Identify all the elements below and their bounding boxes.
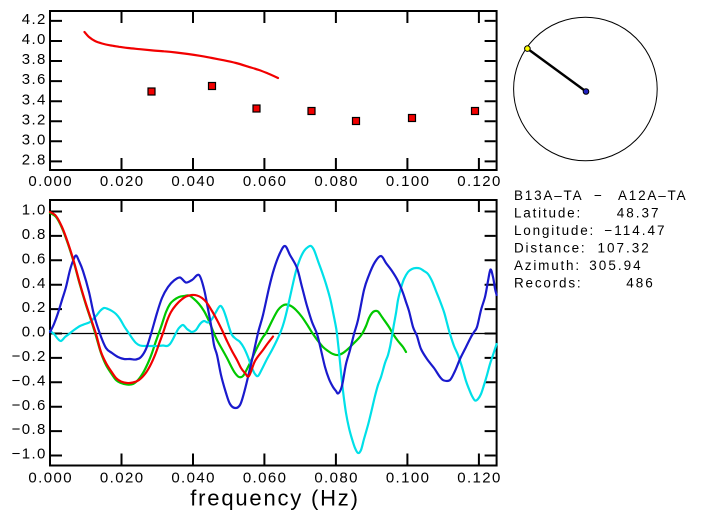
svg-text:0.000: 0.000	[28, 173, 73, 190]
svg-text:0.040: 0.040	[171, 173, 216, 190]
svg-text:0.8: 0.8	[22, 226, 47, 243]
svg-text:0.080: 0.080	[314, 173, 359, 190]
svg-text:Records:: Records:	[514, 276, 582, 291]
svg-text:A12A–TA: A12A–TA	[618, 188, 687, 203]
svg-text:486: 486	[626, 276, 655, 291]
svg-text:0.100: 0.100	[386, 173, 431, 190]
svg-text:−0.4: −0.4	[12, 372, 47, 389]
svg-text:0.060: 0.060	[243, 173, 288, 190]
svg-text:0.000: 0.000	[28, 469, 73, 486]
svg-text:0.020: 0.020	[100, 173, 145, 190]
svg-text:3.0: 3.0	[22, 131, 47, 148]
svg-text:0.080: 0.080	[314, 469, 359, 486]
svg-text:1.0: 1.0	[22, 202, 47, 219]
svg-text:Azimuth:: Azimuth:	[514, 258, 581, 273]
svg-text:3.6: 3.6	[22, 71, 47, 88]
svg-text:0.100: 0.100	[386, 469, 431, 486]
svg-text:Latitude:: Latitude:	[514, 205, 582, 220]
svg-text:3.2: 3.2	[22, 111, 47, 128]
svg-text:0.0: 0.0	[22, 324, 47, 341]
svg-text:−1.0: −1.0	[12, 446, 47, 463]
svg-text:Distance:: Distance:	[514, 240, 586, 255]
svg-text:2.8: 2.8	[22, 152, 47, 169]
svg-text:48.37: 48.37	[617, 205, 661, 220]
svg-text:107.32: 107.32	[598, 240, 651, 255]
svg-text:frequency (Hz): frequency (Hz)	[190, 486, 359, 511]
svg-text:3.4: 3.4	[22, 91, 47, 108]
svg-text:3.8: 3.8	[22, 51, 47, 68]
svg-text:0.120: 0.120	[457, 173, 502, 190]
svg-text:4.0: 4.0	[22, 31, 47, 48]
svg-text:0.120: 0.120	[457, 469, 502, 486]
svg-text:Longitude:: Longitude:	[514, 223, 595, 238]
svg-text:−0.8: −0.8	[12, 421, 47, 438]
svg-text:0.060: 0.060	[243, 469, 288, 486]
svg-text:0.4: 0.4	[22, 275, 47, 292]
svg-text:0.2: 0.2	[22, 299, 47, 316]
svg-text:4.2: 4.2	[22, 11, 47, 28]
svg-text:−0.6: −0.6	[12, 397, 47, 414]
svg-text:305.94: 305.94	[589, 258, 642, 273]
svg-text:0.6: 0.6	[22, 250, 47, 267]
svg-text:−114.47: −114.47	[604, 223, 666, 238]
svg-text:−: −	[594, 188, 604, 203]
svg-text:0.040: 0.040	[171, 469, 216, 486]
svg-text:0.020: 0.020	[100, 469, 145, 486]
svg-text:B13A–TA: B13A–TA	[514, 188, 583, 203]
svg-text:−0.2: −0.2	[12, 348, 47, 365]
